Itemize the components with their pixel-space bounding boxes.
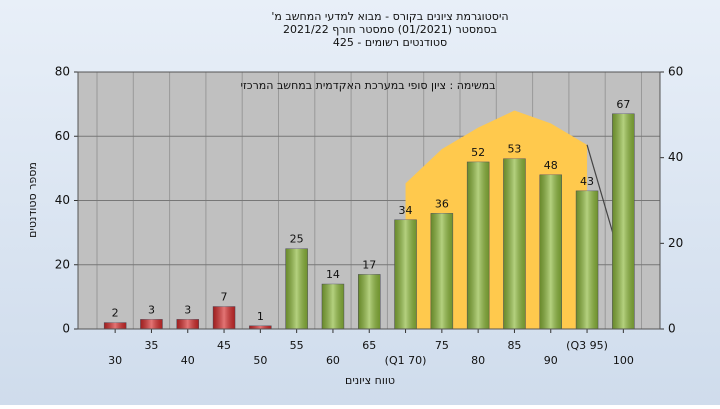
y-axis-label: מספר סטודנטים [26, 162, 39, 238]
x-tick-label: 50 [253, 354, 267, 367]
bar-shade [612, 113, 635, 329]
bar-shade [249, 325, 272, 329]
x-tick-label: 45 [217, 339, 231, 352]
x-tick-label: 80 [471, 354, 485, 367]
data-label: 36 [435, 197, 449, 210]
data-label: 43 [580, 175, 594, 188]
data-label: 67 [616, 98, 630, 111]
x-tick-label: 65 [362, 339, 376, 352]
annotation: במשימה : ציון סופי במערכת האקדמית במחשב … [241, 79, 496, 92]
y-tick-label: 40 [55, 193, 70, 207]
x-tick-label: (Q1 70) [385, 354, 427, 367]
x-tick-label: 60 [326, 354, 340, 367]
x-tick-label: 35 [144, 339, 158, 352]
bar-shade [321, 284, 344, 329]
bar-shade [140, 319, 163, 329]
bar-shade [539, 174, 562, 329]
bar-shade [467, 161, 490, 329]
x-tick-label: 30 [108, 354, 122, 367]
y2-tick-label: 0 [668, 322, 676, 336]
bar-shade [213, 306, 236, 329]
data-label: 53 [507, 143, 521, 156]
y2-tick-label: 40 [668, 150, 683, 164]
data-label: 48 [544, 159, 558, 172]
bar-shade [104, 322, 127, 329]
y-tick-label: 80 [55, 65, 70, 79]
x-tick-label: 100 [613, 354, 634, 367]
x-tick-label: 90 [544, 354, 558, 367]
x-axis-label: טווח ציונים [345, 374, 395, 387]
y2-tick-label: 60 [668, 65, 683, 79]
bar-shade [430, 213, 453, 329]
bar-shade [176, 319, 199, 329]
data-label: 52 [471, 146, 485, 159]
chart-title: היסטוגרמת ציונים בקורס - מבוא למדעי המחש… [271, 10, 508, 23]
data-label: 3 [148, 303, 155, 316]
data-label: 17 [362, 258, 376, 271]
bar-shade [285, 248, 308, 329]
data-label: 3 [184, 303, 191, 316]
data-label: 34 [399, 204, 413, 217]
data-label: 14 [326, 268, 340, 281]
plot-border [77, 71, 661, 330]
chart-subtitle: בסמסטר (01/2021) סמסטר חורף 2021/22 [283, 23, 497, 36]
bar-shade [503, 158, 526, 329]
x-tick-label: (Q3 95) [566, 339, 608, 352]
x-tick-label: 85 [507, 339, 521, 352]
x-tick-label: 75 [435, 339, 449, 352]
data-label: 2 [112, 307, 119, 320]
data-label: 7 [221, 291, 228, 304]
y-tick-label: 60 [55, 129, 70, 143]
x-tick-label: 40 [181, 354, 195, 367]
y-tick-label: 20 [55, 257, 70, 271]
bar-shade [394, 219, 417, 329]
bar-shade [576, 190, 599, 329]
y2-tick-label: 20 [668, 236, 683, 250]
chart-subtitle: סטודנטים רשומים - 425 [333, 36, 447, 49]
data-label: 25 [290, 233, 304, 246]
y-tick-label: 0 [62, 322, 70, 336]
bar-shade [358, 274, 381, 329]
data-label: 1 [257, 310, 264, 323]
x-tick-label: 55 [290, 339, 304, 352]
